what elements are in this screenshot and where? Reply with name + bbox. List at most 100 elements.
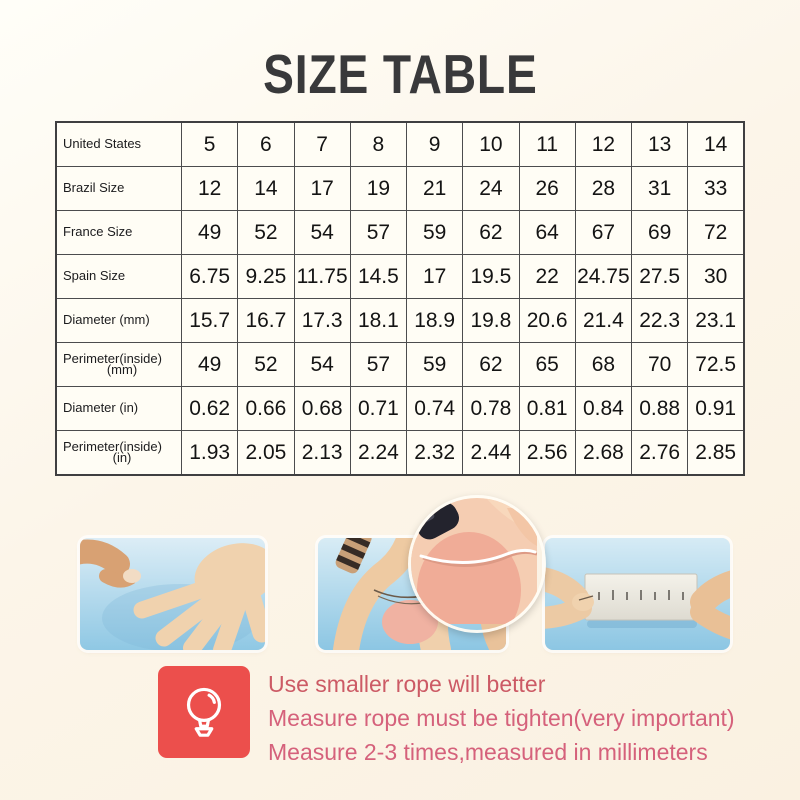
table-row: United States 5 6 7 8 9 10 11 12 13 14 (55, 121, 745, 167)
size-cell: 2.68 (574, 430, 633, 476)
size-cell: 72 (687, 210, 745, 255)
size-cell: 13 (630, 121, 689, 167)
tip-line: Use smaller rope will better (268, 671, 546, 697)
size-cell: 2.56 (518, 430, 576, 476)
size-cell: 18.1 (349, 298, 408, 343)
row-header: United States (55, 121, 182, 167)
size-cell: 9.25 (237, 254, 295, 299)
size-cell: 7 (293, 121, 351, 167)
size-cell: 67 (574, 210, 633, 255)
size-cell: 14.5 (349, 254, 408, 299)
size-cell: 0.74 (405, 386, 464, 431)
lightbulb-glyph (186, 687, 222, 737)
size-cell: 22.3 (630, 298, 689, 343)
size-cell: 49 (180, 210, 239, 255)
zoom-inset-circle (408, 495, 546, 633)
size-cell: 15.7 (180, 298, 239, 343)
table-row: Diameter (mm) 15.7 16.7 17.3 18.1 18.9 19.8 20.… (55, 298, 745, 343)
size-cell: 0.84 (574, 386, 633, 431)
size-cell: 52 (237, 342, 295, 387)
size-cell: 65 (518, 342, 576, 387)
size-cell: 6 (237, 121, 295, 167)
size-cell: 54 (293, 210, 351, 255)
row-header: Brazil Size (55, 166, 182, 211)
size-cell: 2.24 (349, 430, 408, 476)
size-cell: 59 (405, 342, 464, 387)
page-title: SIZE TABLE (0, 42, 800, 106)
size-cell: 31 (630, 166, 689, 211)
size-cell: 28 (574, 166, 633, 211)
row-header: Diameter (mm) (55, 298, 182, 343)
row-header: Perimeter(inside) (in) (55, 430, 182, 476)
row-header: Diameter (in) (55, 386, 182, 431)
size-cell: 21 (405, 166, 464, 211)
size-cell: 2.32 (405, 430, 464, 476)
size-cell: 9 (405, 121, 464, 167)
size-cell: 2.44 (462, 430, 520, 476)
size-cell: 14 (237, 166, 295, 211)
size-cell: 1.93 (180, 430, 239, 476)
finger-closeup-illustration (411, 498, 537, 624)
size-cell: 0.62 (180, 386, 239, 431)
size-cell: 5 (180, 121, 239, 167)
size-cell: 12 (180, 166, 239, 211)
size-cell: 2.76 (630, 430, 689, 476)
table-row: Diameter (in) 0.62 0.66 0.68 0.71 0.74 0.78 0.8… (55, 386, 745, 431)
ring-size-table: United States 5 6 7 8 9 10 11 12 13 14 Brazil Size 1… (55, 121, 745, 476)
lightbulb-icon (158, 666, 250, 758)
size-cell: 62 (462, 210, 520, 255)
size-cell: 19.8 (462, 298, 520, 343)
size-cell: 14 (687, 121, 745, 167)
size-cell: 19.5 (462, 254, 520, 299)
tip-line: Measure rope must be tighten(very import… (268, 705, 735, 731)
size-cell: 22 (518, 254, 576, 299)
table-row: Brazil Size 12 14 17 19 21 24 26 28 31 33 (55, 166, 745, 211)
tip-line: Measure 2-3 times,measured in millimeter… (268, 739, 708, 765)
size-cell: 54 (293, 342, 351, 387)
size-cell: 17 (293, 166, 351, 211)
size-cell: 18.9 (405, 298, 464, 343)
page-title-text: SIZE TABLE (262, 43, 538, 105)
size-cell: 52 (237, 210, 295, 255)
size-cell: 19 (349, 166, 408, 211)
size-cell: 33 (687, 166, 745, 211)
measuring-rope-with-ruler-photo (545, 538, 730, 650)
size-cell: 6.75 (180, 254, 239, 299)
size-cell: 30 (687, 254, 745, 299)
size-cell: 68 (574, 342, 633, 387)
size-cell: 11 (518, 121, 576, 167)
size-cell: 0.66 (237, 386, 295, 431)
size-cell: 11.75 (293, 254, 351, 299)
size-cell: 0.91 (687, 386, 745, 431)
size-cell: 57 (349, 210, 408, 255)
table-row: Spain Size 6.75 9.25 11.75 14.5 17 19.5 22 24.75… (55, 254, 745, 299)
size-cell: 62 (462, 342, 520, 387)
row-header: Perimeter(inside) (mm) (55, 342, 182, 387)
size-cell: 64 (518, 210, 576, 255)
size-cell: 57 (349, 342, 408, 387)
size-cell: 24 (462, 166, 520, 211)
size-cell: 2.05 (237, 430, 295, 476)
size-cell: 26 (518, 166, 576, 211)
size-cell: 49 (180, 342, 239, 387)
open-hand-illustration (80, 538, 265, 650)
size-cell: 59 (405, 210, 464, 255)
size-cell: 0.81 (518, 386, 576, 431)
size-cell: 69 (630, 210, 689, 255)
size-cell: 0.71 (349, 386, 408, 431)
size-cell: 0.78 (462, 386, 520, 431)
size-cell: 70 (630, 342, 689, 387)
size-cell: 8 (349, 121, 408, 167)
tip-text-block: Use smaller rope will better Measure rope… (268, 666, 735, 769)
size-cell: 2.85 (687, 430, 745, 476)
size-cell: 17 (405, 254, 464, 299)
size-cell: 0.68 (293, 386, 351, 431)
size-cell: 23.1 (687, 298, 745, 343)
size-cell: 72.5 (687, 342, 745, 387)
row-header: France Size (55, 210, 182, 255)
table-row: France Size 49 52 54 57 59 62 64 67 69 72 (55, 210, 745, 255)
open-hand-photo (80, 538, 265, 650)
ruler-measure-illustration (545, 538, 730, 650)
size-cell: 10 (462, 121, 520, 167)
size-cell: 20.6 (518, 298, 576, 343)
